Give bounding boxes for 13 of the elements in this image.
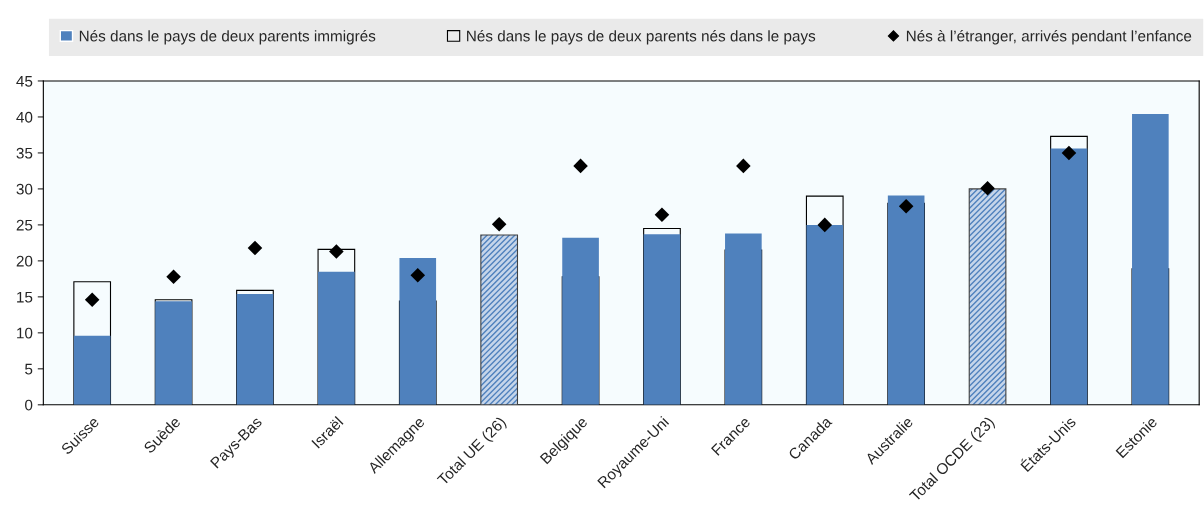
y-tick-label: 30	[16, 183, 33, 195]
y-tick-label: 40	[16, 111, 33, 123]
y-tick-label: 25	[16, 219, 33, 231]
y-tick-label: 20	[16, 255, 33, 267]
y-tick-label: 45	[16, 75, 33, 87]
legend-label: Nés dans le pays de deux parents nés dans le pays	[467, 30, 816, 45]
y-tick-label: 15	[17, 291, 33, 303]
y-tick-label: 5	[25, 363, 33, 375]
legend-label: Nés à l’étranger, arrivés pendant l’enfance	[906, 30, 1192, 45]
y-tick-label: 0	[25, 399, 33, 411]
legend-label: Nés dans le pays de deux parents immigrés	[79, 30, 376, 45]
y-tick-label: 35	[16, 147, 33, 159]
y-tick-label: 10	[17, 327, 33, 339]
